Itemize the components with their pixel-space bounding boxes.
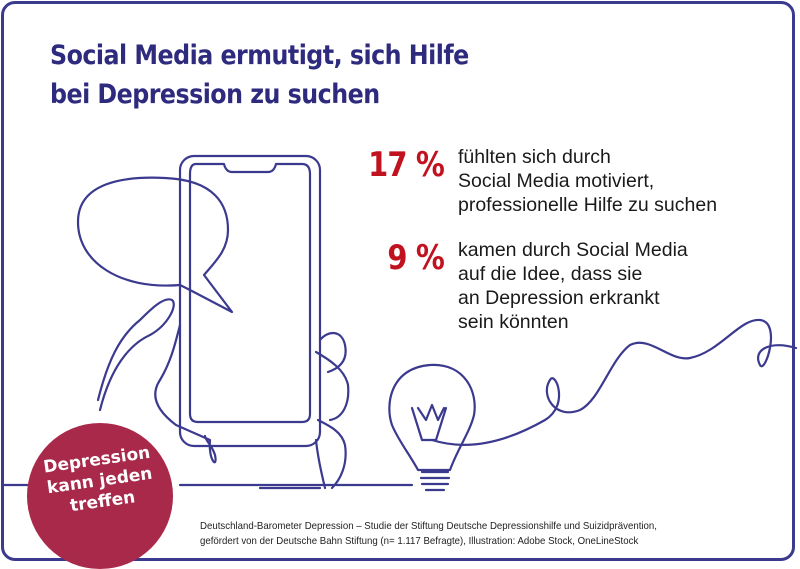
headline: Social Media ermutigt, sich Hilfe bei De… [50, 36, 469, 114]
source-line: Deutschland-Barometer Depression – Studi… [200, 520, 657, 532]
source-line: gefördert von der Deutsche Bahn Stiftung… [200, 535, 639, 547]
stat-line: fühlten sich durch [458, 146, 611, 168]
lightbulb-icon [388, 363, 476, 492]
source-citation: Deutschland-Barometer Depression – Studi… [200, 519, 657, 549]
filament-icon [410, 403, 448, 442]
headline-line-2: bei Depression zu suchen [50, 79, 380, 110]
stat-17-percent: 17 % fühlten sich durch Social Media mot… [340, 145, 717, 217]
stat-line: sein könnten [458, 311, 569, 333]
right-hand-icon [258, 332, 350, 490]
stat-description: kamen durch Social Media auf die Idee, d… [458, 238, 688, 334]
stat-value: 17 % [368, 145, 445, 185]
stat-line: an Depression erkrankt [458, 287, 660, 309]
smartphone-outer-icon [178, 154, 322, 448]
stat-line: kamen durch Social Media [458, 239, 688, 261]
speech-bubble-icon [76, 176, 234, 314]
wire-line [430, 318, 798, 446]
left-hand-icon [96, 298, 217, 464]
stat-description: fühlten sich durch Social Media motivier… [458, 145, 717, 217]
headline-line-1: Social Media ermutigt, sich Hilfe [50, 40, 469, 71]
stat-line: professionelle Hilfe zu suchen [458, 194, 718, 216]
stat-value: 9 % [387, 238, 444, 278]
smartphone-screen-icon [188, 162, 312, 424]
badge-text: Depression kann jeden treffen [42, 442, 157, 519]
stat-line: auf die Idee, dass sie [458, 263, 643, 285]
stat-9-percent: 9 % kamen durch Social Media auf die Ide… [340, 238, 688, 334]
stat-line: Social Media motiviert, [458, 170, 655, 192]
depression-badge: Depression kann jeden treffen [27, 423, 173, 569]
